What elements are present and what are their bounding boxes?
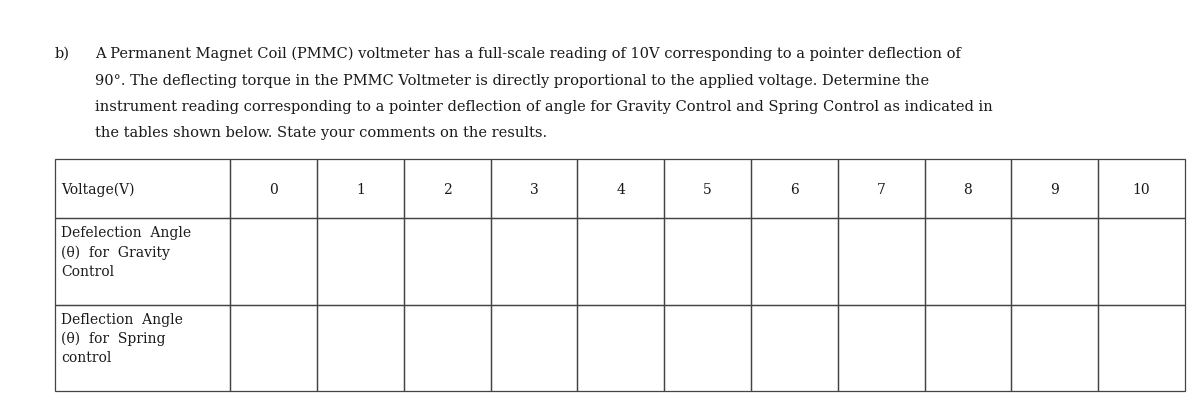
Bar — [664, 219, 751, 305]
Bar — [577, 219, 664, 305]
Text: 6: 6 — [790, 182, 799, 196]
Text: Deflection  Angle
(θ)  for  Spring
control: Deflection Angle (θ) for Spring control — [61, 312, 182, 364]
Bar — [403, 305, 491, 391]
Bar — [1012, 305, 1098, 391]
Bar — [924, 219, 1012, 305]
Bar — [55, 160, 230, 219]
Bar — [924, 305, 1012, 391]
Text: 5: 5 — [703, 182, 712, 196]
Bar — [491, 305, 577, 391]
Bar — [577, 160, 664, 219]
Bar — [838, 219, 924, 305]
Text: 9: 9 — [1050, 182, 1060, 196]
Text: 10: 10 — [1133, 182, 1151, 196]
Bar — [751, 160, 838, 219]
Bar — [230, 305, 317, 391]
Bar — [317, 219, 403, 305]
Text: A Permanent Magnet Coil (PMMC) voltmeter has a full-scale reading of 10V corresp: A Permanent Magnet Coil (PMMC) voltmeter… — [95, 47, 961, 61]
Bar — [491, 160, 577, 219]
Bar — [664, 160, 751, 219]
Text: Defelection  Angle
(θ)  for  Gravity
Control: Defelection Angle (θ) for Gravity Contro… — [61, 226, 191, 278]
Text: 8: 8 — [964, 182, 972, 196]
Text: 1: 1 — [356, 182, 365, 196]
Bar — [751, 305, 838, 391]
Bar — [1098, 305, 1186, 391]
Text: instrument reading corresponding to a pointer deflection of angle for Gravity Co: instrument reading corresponding to a po… — [95, 100, 992, 114]
Bar — [1012, 219, 1098, 305]
Bar — [838, 160, 924, 219]
Text: the tables shown below. State your comments on the results.: the tables shown below. State your comme… — [95, 126, 547, 140]
Bar — [491, 219, 577, 305]
Bar — [230, 160, 317, 219]
Bar — [317, 305, 403, 391]
Text: b): b) — [55, 47, 70, 61]
Bar — [55, 219, 230, 305]
Bar — [403, 219, 491, 305]
Text: 3: 3 — [529, 182, 539, 196]
Bar — [55, 305, 230, 391]
Bar — [1012, 160, 1098, 219]
Text: 4: 4 — [617, 182, 625, 196]
Bar — [751, 219, 838, 305]
Bar — [838, 305, 924, 391]
Bar — [403, 160, 491, 219]
Bar — [1098, 160, 1186, 219]
Bar — [230, 219, 317, 305]
Bar — [1098, 219, 1186, 305]
Text: Voltage(V): Voltage(V) — [61, 182, 134, 196]
Bar — [924, 160, 1012, 219]
Bar — [664, 305, 751, 391]
Text: 7: 7 — [877, 182, 886, 196]
Text: 2: 2 — [443, 182, 451, 196]
Bar — [317, 160, 403, 219]
Text: 0: 0 — [269, 182, 278, 196]
Bar — [577, 305, 664, 391]
Text: 90°. The deflecting torque in the PMMC Voltmeter is directly proportional to the: 90°. The deflecting torque in the PMMC V… — [95, 73, 929, 87]
